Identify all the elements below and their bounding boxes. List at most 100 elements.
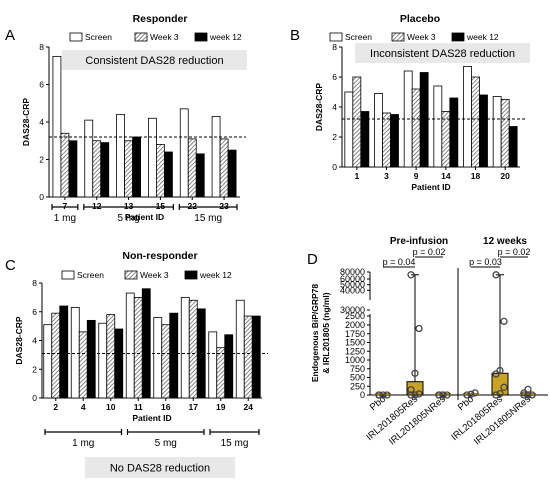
legend-swatch [61, 270, 75, 280]
data-point [439, 391, 447, 399]
y-tick-label: 250 [350, 381, 365, 391]
bar [133, 296, 143, 399]
legend-label: Screen [85, 32, 112, 42]
bar [59, 305, 69, 399]
annotation-box [85, 457, 235, 478]
legend-swatch [184, 270, 198, 280]
data-point [407, 386, 415, 394]
x-axis-label: Patient ID [132, 413, 171, 423]
legend-swatch [451, 32, 465, 42]
y-axis-label: DAS28-CRP [21, 98, 31, 147]
y-tick-label: 8 [332, 42, 337, 52]
y-tick-label: 4 [332, 102, 337, 112]
dose-label: 1 mg [72, 438, 94, 449]
bar [124, 140, 133, 198]
y-tick-label: 2000 [345, 320, 365, 330]
bar [382, 112, 391, 168]
legend-swatch [391, 32, 405, 42]
data-point [415, 390, 423, 398]
dose-label: 1 mg [54, 213, 76, 224]
bar [411, 88, 421, 168]
y-tick-label: 2 [32, 364, 37, 374]
x-tick-label: 4 [81, 402, 86, 412]
bar [60, 132, 70, 198]
bar [251, 315, 261, 399]
pvalue-label: p = 0.02 [498, 247, 531, 257]
x-axis-label: Patient ID [125, 212, 164, 222]
dose-label: 15 mg [221, 438, 249, 449]
data-point [496, 389, 504, 398]
y-axis-label: & IRL201805 (ng/ml) [321, 292, 331, 373]
bar [68, 140, 78, 198]
bar [344, 91, 354, 168]
bar [479, 94, 488, 168]
bar [148, 117, 157, 198]
data-point [435, 391, 443, 399]
legend-label: Week 3 [150, 32, 179, 42]
annotation-box [355, 43, 530, 63]
data-point [407, 391, 415, 399]
data-point [411, 369, 419, 377]
legend-label: Screen [345, 32, 372, 42]
pvalue-label: p = 0.03 [469, 257, 502, 267]
dose-label: 5 mg [155, 438, 177, 449]
x-tick-label: 24 [244, 402, 254, 412]
bar [208, 331, 218, 399]
bar [463, 66, 472, 168]
y-tick-label: 2 [39, 155, 44, 165]
legend-swatch [69, 32, 83, 42]
legend-label: week 12 [199, 270, 232, 280]
data-point [443, 391, 451, 399]
legend-label: Screen [77, 270, 104, 280]
y-tick-label: 1750 [345, 329, 365, 339]
legend-label: week 12 [466, 32, 499, 42]
x-tick-label: 20 [500, 171, 510, 181]
group-title: Pre-infusion [390, 236, 448, 247]
bar [492, 96, 502, 168]
y-tick-label: 6 [39, 80, 44, 90]
panel-d: D 025050075010001250150017502000250030000… [307, 236, 548, 447]
y-tick-label: 80000 [340, 267, 365, 277]
bar [195, 153, 205, 198]
bar [508, 126, 518, 168]
bar [219, 138, 229, 198]
legend-swatch [329, 32, 343, 42]
legend-swatch [124, 270, 138, 280]
x-tick-label: 1 [354, 171, 359, 181]
x-tick-label: 18 [471, 171, 481, 181]
x-tick-label: 16 [161, 402, 171, 412]
x-tick-label: 17 [189, 402, 199, 412]
bar [419, 72, 429, 168]
x-tick-label: 3 [384, 171, 389, 181]
panel-b: B Placebo Screen Week 3 week 12 0 2 4 6 8 DAS28-CR… [290, 13, 530, 192]
bar [164, 151, 173, 198]
pvalue-label: p = 0.04 [383, 257, 416, 267]
legend-swatch [134, 32, 148, 42]
bar [224, 334, 234, 399]
group-title: 12 weeks [483, 236, 527, 247]
y-tick-label: 30000 [340, 305, 365, 315]
bar [114, 328, 124, 399]
annotation-text: Inconsistent DAS28 reduction [370, 48, 515, 60]
bar [153, 317, 163, 399]
bar [179, 108, 189, 198]
x-tick-label: 7 [63, 201, 68, 211]
bar [235, 299, 245, 399]
panel-letter: D [307, 251, 318, 268]
panel-letter: B [290, 27, 300, 44]
bar [187, 138, 197, 198]
legend-label: Week 3 [407, 32, 436, 42]
bar [390, 114, 399, 168]
bar [216, 347, 226, 399]
chart-title: Responder [133, 13, 188, 25]
x-tick-label: 22 [188, 201, 198, 211]
y-tick-label: 750 [350, 364, 365, 374]
bar [70, 307, 80, 399]
bar [156, 144, 165, 198]
bar [169, 312, 179, 399]
bar [188, 299, 198, 399]
legend-swatch [194, 32, 208, 42]
bar [92, 140, 102, 198]
x-axis-label: Patient ID [411, 182, 450, 192]
